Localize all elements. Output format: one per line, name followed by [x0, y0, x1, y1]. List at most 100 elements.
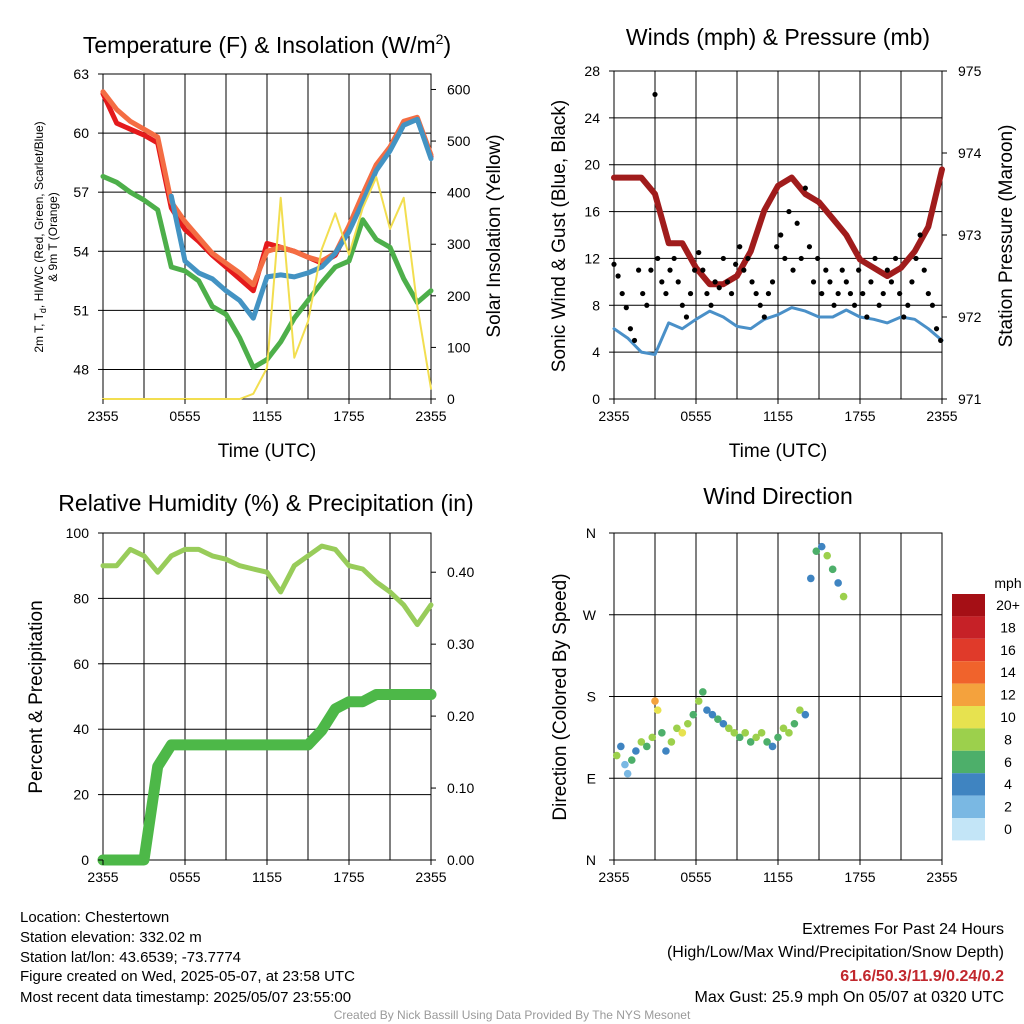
gust-point — [745, 255, 751, 262]
humidity-xtick-label: 0555 — [169, 869, 200, 885]
gust-point — [835, 290, 841, 297]
extremes-subtitle: (High/Low/Max Wind/Precipitation/Snow De… — [667, 944, 1004, 961]
direction-point — [741, 729, 749, 737]
temperature-xtick-label: 1755 — [333, 408, 364, 424]
winds-ytick-right-label: 974 — [958, 145, 982, 161]
gust-point — [774, 244, 780, 250]
gust-point — [868, 279, 874, 285]
direction-series — [612, 542, 848, 778]
gust-point — [765, 290, 772, 297]
winds-xtick-label: 1155 — [763, 408, 793, 424]
winds-ytick-label: 20 — [584, 157, 600, 173]
winds-xtick-label: 2355 — [926, 408, 957, 424]
temperature-ylabel-right: Solar Insolation (Yellow) — [484, 134, 505, 337]
direction-point — [653, 706, 662, 714]
direction-point — [790, 719, 799, 728]
extremes-title: Extremes For Past 24 Hours — [802, 921, 1004, 938]
humidity-title: Relative Humidity (%) & Precipitation (i… — [58, 490, 473, 516]
speed-legend-swatch — [952, 661, 985, 684]
speed-legend-swatch — [952, 773, 985, 796]
gust-point — [827, 279, 833, 285]
gust-point — [810, 279, 817, 285]
footer-latlon: Station lat/lon: 43.6539; -73.7774 — [20, 949, 241, 966]
gust-point — [687, 290, 694, 297]
direction-point — [658, 729, 666, 737]
temperature-ytick-right-label: 400 — [447, 185, 471, 201]
direction-point — [708, 710, 717, 719]
direction-point — [684, 719, 692, 728]
gust-point — [864, 314, 870, 320]
humidity-line — [100, 543, 434, 628]
direction-point — [763, 738, 771, 746]
humidity-ytick-label: 80 — [73, 590, 89, 606]
temperature-ytick-right-label: 200 — [447, 288, 471, 304]
gust-point — [671, 255, 677, 262]
direction-xtick-label: 2355 — [926, 869, 957, 885]
direction-point — [807, 574, 815, 583]
speed-legend-label: 20+ — [996, 597, 1020, 613]
temperature-series-line — [102, 176, 432, 400]
gust-point — [753, 290, 759, 297]
gust-point — [847, 290, 854, 297]
direction-point — [673, 724, 681, 733]
wind-speed-line — [612, 306, 944, 356]
gust-point — [901, 314, 907, 320]
humidity-ytick-right-label: 0.00 — [447, 852, 474, 868]
winds-xtick-label: 2355 — [598, 408, 629, 424]
direction-xtick-label: 1155 — [763, 869, 793, 885]
temperature-ylabel-left: 2m T, Td, HI/WC (Red, Green, Scarlet/Blu… — [32, 121, 48, 352]
speed-legend-swatch — [952, 683, 985, 706]
gust-point — [909, 279, 915, 285]
speed-legend-label: 4 — [1004, 776, 1012, 792]
direction-point — [621, 760, 629, 769]
direction-point — [730, 729, 739, 737]
gust-point — [733, 261, 739, 267]
gust-point — [712, 279, 718, 285]
gust-point — [831, 302, 837, 308]
direction-point — [779, 724, 788, 733]
direction-ytick-label: N — [586, 525, 596, 541]
temperature-ticks: 2355 0555 1155 1755 2355 48 51 54 57 60 63 0 100 200 3… — [73, 66, 470, 424]
gust-point — [786, 208, 792, 215]
footer-created: Figure created on Wed, 2025-05-07, at 23… — [20, 968, 355, 985]
winds-ylabel-right: Station Pressure (Maroon) — [996, 125, 1017, 348]
humidity-ticks: 2355 0555 1155 1755 23550204060801000.000.10… — [66, 525, 475, 885]
gust-point — [615, 273, 621, 279]
direction-point — [623, 769, 632, 778]
gust-point — [815, 255, 821, 262]
gust-point — [696, 249, 702, 256]
gust-point — [819, 290, 825, 297]
humidity-ytick-label: 60 — [73, 656, 89, 672]
temperature-series — [100, 89, 434, 400]
direction-ytick-label: N — [586, 852, 596, 868]
gust-point — [888, 279, 895, 285]
speed-legend-swatch — [952, 750, 985, 774]
gust-point — [794, 220, 800, 226]
gust-point — [655, 255, 661, 262]
gust-point — [851, 302, 858, 308]
direction-point — [817, 542, 826, 551]
gust-point — [892, 255, 899, 262]
direction-point — [703, 706, 711, 714]
speed-legend-label: 14 — [1000, 664, 1016, 680]
gust-point — [716, 285, 722, 291]
direction-point — [678, 729, 687, 737]
precipitation-line — [97, 689, 437, 866]
temperature-ytick-label: 51 — [73, 302, 89, 318]
direction-point — [828, 565, 837, 574]
gust-point — [623, 305, 629, 311]
gust-point — [631, 337, 638, 344]
direction-point — [796, 706, 804, 714]
direction-point — [725, 724, 733, 733]
speed-legend-swatch — [952, 728, 985, 751]
direction-point — [834, 579, 842, 587]
gust-point — [860, 290, 866, 297]
footer-elevation: Station elevation: 332.02 m — [20, 929, 202, 946]
direction-point — [812, 547, 821, 555]
temperature-grid — [103, 73, 431, 399]
humidity-xtick-label: 2355 — [87, 869, 118, 885]
direction-point — [637, 738, 646, 746]
winds-panel: Winds (mph) & Pressure (mb) 2355 0555 1155… — [549, 24, 1017, 462]
gust-point — [880, 290, 886, 297]
